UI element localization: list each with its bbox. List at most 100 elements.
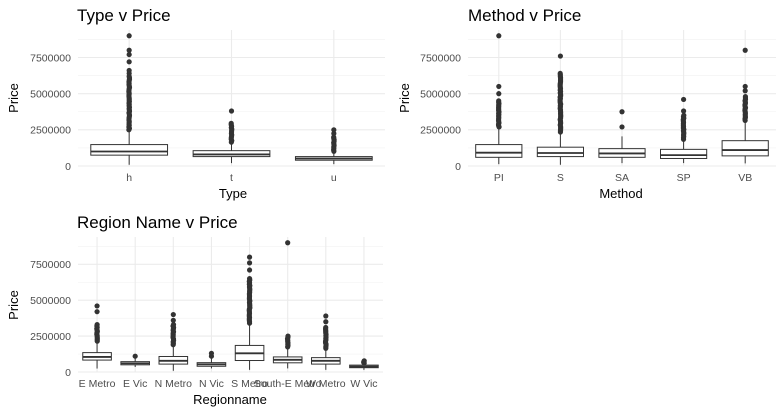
- outlier-point: [246, 276, 253, 282]
- y-tick-label: 0: [65, 161, 71, 173]
- outlier-point: [126, 67, 132, 74]
- panel-title: Type v Price: [77, 6, 171, 25]
- x-tick-label: W Vic: [350, 378, 377, 390]
- iqr-box: [90, 144, 169, 156]
- y-tick-label: 7500000: [420, 52, 461, 64]
- x-tick-label: VB: [738, 172, 752, 184]
- outlier-point: [742, 93, 749, 100]
- box-e-metro: [82, 303, 112, 369]
- outlier-point: [246, 260, 253, 266]
- y-tick-label: 5000000: [30, 295, 71, 307]
- x-tick-label: SP: [677, 172, 691, 184]
- box-n-metro: [158, 311, 189, 371]
- plot-area: 0 2500000 5000000 7500000 E Metro E Vic N Metr…: [30, 237, 383, 390]
- box-w-vic: [349, 358, 379, 370]
- box-u: [294, 127, 373, 165]
- box-h: [90, 33, 169, 165]
- outlier-point: [331, 130, 337, 137]
- box-t: [192, 108, 271, 164]
- box-sp: [660, 96, 708, 164]
- x-tick-label: E Vic: [123, 378, 147, 390]
- y-tick-label: 7500000: [30, 259, 71, 271]
- outlier-point: [246, 254, 253, 260]
- outlier-point: [132, 353, 138, 359]
- y-tick-label: 2500000: [420, 125, 461, 137]
- outlier-point: [331, 127, 337, 133]
- box-sa: [598, 109, 646, 164]
- y-tick-label: 0: [65, 367, 71, 379]
- outlier-point: [94, 309, 100, 315]
- outlier-point: [681, 112, 687, 118]
- outlier-point: [170, 317, 176, 323]
- outlier-point: [496, 98, 502, 104]
- outlier-point: [557, 53, 564, 59]
- box-e-vic: [120, 353, 150, 367]
- plot-area: 0 2500000 5000000 7500000 h t u: [30, 30, 385, 184]
- box-s-metro: [234, 254, 265, 370]
- x-tick-label: S: [557, 172, 564, 184]
- outlier-point: [228, 108, 235, 114]
- x-tick-label: N Metro: [155, 378, 193, 390]
- iqr-box: [536, 146, 584, 158]
- outlier-point: [496, 33, 502, 39]
- outlier-point: [170, 322, 177, 328]
- y-tick-label: 5000000: [30, 88, 71, 100]
- outlier-point: [742, 83, 748, 90]
- box-south-e-metro: [272, 240, 303, 369]
- outlier-point: [94, 322, 100, 328]
- y-tick-label: 2500000: [30, 331, 71, 343]
- y-tick-label: 0: [455, 161, 461, 173]
- outlier-point: [681, 108, 687, 114]
- outlier-point: [94, 303, 100, 309]
- x-tick-label: South-E Metro: [254, 378, 322, 390]
- x-tick-label: S Metro: [231, 378, 268, 390]
- plot-area: 0 2500000 5000000 7500000 PI S SA SP VB: [420, 30, 776, 184]
- outlier-point: [361, 358, 367, 364]
- outlier-point: [208, 350, 215, 356]
- y-axis-label: Price: [6, 83, 21, 113]
- y-axis-label: Price: [397, 83, 412, 113]
- y-tick-label: 2500000: [30, 125, 71, 137]
- x-tick-label: E Metro: [79, 378, 116, 390]
- x-axis-label: Method: [599, 186, 642, 201]
- outlier-point: [170, 311, 176, 318]
- outlier-point: [126, 33, 132, 39]
- outlier-point: [126, 51, 132, 58]
- outlier-point: [246, 267, 253, 273]
- iqr-box: [475, 144, 523, 158]
- x-tick-label: t: [230, 172, 233, 184]
- outlier-point: [619, 124, 625, 130]
- x-tick-label: W Metro: [306, 378, 346, 390]
- panel-method-v-price: Method v Price Method Price 0 2500000 5000…: [397, 6, 776, 201]
- panel-title: Region Name v Price: [77, 213, 238, 232]
- panel-region-name-v-price: Region Name v Price Regionname Price 0 25…: [6, 213, 383, 407]
- x-tick-label: SA: [615, 172, 629, 184]
- box-n-vic: [196, 350, 227, 369]
- x-axis-label: Regionname: [193, 392, 267, 407]
- x-tick-label: PI: [494, 172, 504, 184]
- y-tick-label: 5000000: [420, 88, 461, 100]
- box-s: [536, 53, 584, 165]
- outlier-point: [557, 70, 563, 77]
- outlier-point: [496, 83, 502, 90]
- x-tick-label: h: [126, 172, 132, 184]
- x-axis-label: Type: [219, 186, 247, 201]
- outlier-point: [496, 91, 502, 97]
- outlier-point: [228, 120, 234, 126]
- y-tick-label: 7500000: [30, 52, 71, 64]
- outlier-point: [619, 109, 625, 115]
- outlier-point: [323, 324, 329, 331]
- panel-type-v-price: Type v Price Type Price 0 2500000 5000000 7…: [6, 6, 385, 201]
- box-vb: [721, 47, 769, 164]
- iqr-box: [660, 148, 708, 159]
- outlier-point: [285, 240, 291, 246]
- outlier-point: [323, 319, 329, 325]
- y-axis-label: Price: [6, 290, 21, 320]
- outlier-point: [126, 59, 132, 65]
- outlier-point: [126, 47, 132, 53]
- box-pi: [475, 33, 523, 165]
- outlier-point: [742, 47, 748, 53]
- outlier-point: [323, 313, 329, 319]
